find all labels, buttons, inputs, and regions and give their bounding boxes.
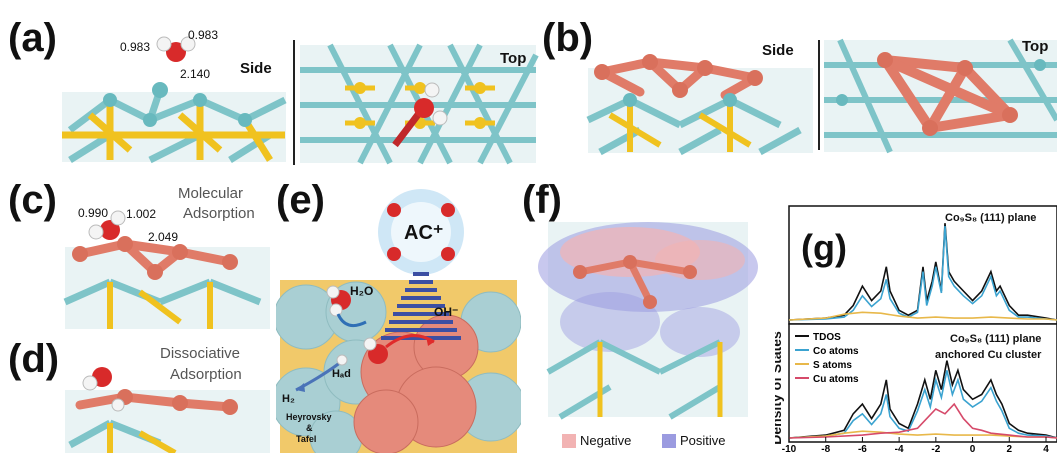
h2-label: H₂ [282,393,295,405]
mechanism-and: & [306,423,313,433]
panel-a: (a) 0.983 0.983 2.140 Side Top [0,0,540,170]
adsorption-mode-line2: Adsorption [170,366,242,383]
dos-series-tdos [788,360,1057,439]
panel-c-structure [63,210,270,329]
x-tick-label: -6 [858,444,867,453]
top-view-label: Top [1022,38,1049,55]
panel-b-label: (b) [542,16,594,60]
dos-top-frame [788,205,1057,325]
dos-series-s-atoms [788,311,1057,321]
dos-series-co-atoms [788,226,1057,321]
panel-d-label: (d) [8,337,60,381]
panel-e-illustration [276,189,521,453]
bond-length-1: 0.983 [120,40,151,54]
legend-positive-swatch [662,434,676,448]
side-view-label: Side [240,60,272,77]
side-view-label: Side [762,42,794,59]
adsorption-mode-line2: Adsorption [183,205,255,222]
dos-top-title: Co₉S₈ (111) plane [945,212,1037,224]
legend-label: S atoms [813,360,852,371]
panel-c: (c) 0.990 1.002 2.049 Molecular Adsorpti… [0,172,280,332]
x-tick-label: -2 [931,444,940,453]
dos-bottom-title-1: Co₉S₈ (111) plane [950,333,1042,345]
panel-f-charge-density [538,222,758,448]
hydroxide-label: OH⁻ [434,305,459,319]
panel-g-label: (g) [801,227,847,268]
panel-b-structure [586,38,1057,156]
panel-c-label: (c) [8,178,57,222]
water-label: H₂O [350,284,374,298]
dos-ylabel: Density of States [775,331,784,445]
bond-length-3: 2.049 [148,230,179,244]
panel-a-structure [62,36,539,165]
panel-a-label: (a) [8,16,57,60]
x-tick-label: -4 [895,444,904,453]
dos-chart: -10 -8 -6 -4 -2 0 2 4 TDOS Co atoms S atoms Cu ato… [782,205,1057,453]
x-tick-label: 2 [1006,444,1012,453]
panel-e: (e) AC⁺ H₂O OH⁻ H₂ Hₐd Heyrovsky & Tafel [276,172,521,453]
top-view-label: Top [500,50,527,67]
bond-length-3: 2.140 [180,67,211,81]
panel-d: (d) Dissociative Adsorption [0,335,280,453]
dos-series-co-atoms [788,370,1057,439]
bond-length-1: 0.990 [78,206,109,220]
panel-f-label: (f) [522,178,562,222]
legend-positive-label: Positive [680,433,726,448]
panel-g: -10 -8 -6 -4 -2 0 2 4 TDOS Co atoms S atoms Cu ato… [775,200,1057,453]
bond-length-2: 1.002 [126,207,157,221]
adsorption-mode-line1: Dissociative [160,345,241,362]
x-tick-label: -8 [821,444,830,453]
dos-series-tdos [788,223,1057,321]
x-tick-label: 0 [970,444,976,453]
dos-series-cu-atoms [788,402,1057,439]
mechanism-heyrovsky: Heyrovsky [286,412,332,422]
legend-label: Co atoms [813,346,859,357]
panel-d-structure [65,367,270,453]
x-tick-label: -10 [782,444,797,453]
panel-e-label: (e) [276,178,325,222]
panel-f: (f) Negative Positive [520,172,775,453]
dos-bottom-title-2: anchored Cu cluster [935,349,1042,361]
x-tick-label: 4 [1043,444,1049,453]
legend-negative-label: Negative [580,433,632,448]
legend-label: Cu atoms [813,374,859,385]
h-adsorbed-label: Hₐd [332,368,351,380]
adsorption-mode-line1: Molecular [178,185,244,202]
mechanism-tafel: Tafel [296,434,317,444]
legend-negative-swatch [562,434,576,448]
legend-label: TDOS [813,332,841,343]
bond-length-2: 0.983 [188,28,219,42]
cation-label: AC⁺ [404,222,444,244]
panel-b: (b) Side Top [540,0,1057,170]
